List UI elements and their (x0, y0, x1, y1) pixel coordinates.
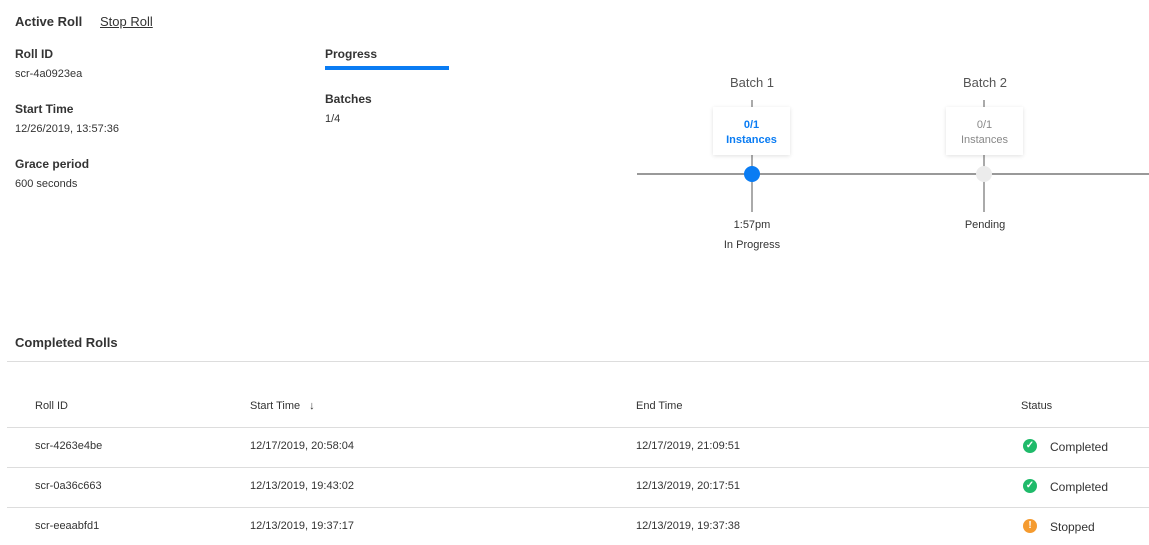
row-start-time: 12/17/2019, 20:58:04 (250, 440, 354, 452)
batch-1-unit: Instances (726, 134, 777, 146)
timeline-axis (637, 173, 1149, 175)
col-end-time: End Time (636, 400, 683, 412)
row-roll-id: scr-0a36c663 (35, 480, 102, 492)
start-time-value: 12/26/2019, 13:57:36 (15, 123, 119, 135)
batch-2-title: Batch 2 (962, 75, 1008, 90)
col-start-time[interactable]: Start Time ↓ (250, 400, 315, 412)
check-circle-icon: ✓ (1023, 439, 1037, 453)
batch-2-marker[interactable] (976, 166, 992, 182)
row-roll-id: scr-4263e4be (35, 440, 103, 452)
start-time-label: Start Time (15, 102, 74, 116)
row-divider (7, 467, 1149, 468)
batch-2-card[interactable]: 0/1 Instances (946, 107, 1023, 155)
batch-2-count: 0/1 (976, 119, 993, 131)
batch-1-time: 1:57pm (733, 219, 771, 231)
row-end-time: 12/13/2019, 19:37:38 (636, 520, 740, 532)
batch-2-stem (983, 100, 985, 212)
progress-bar-fill (325, 66, 449, 70)
row-status: Completed (1050, 480, 1109, 494)
batch-1-title: Batch 1 (729, 75, 775, 90)
batch-1-status: In Progress (723, 239, 781, 251)
batch-2-status: Pending (964, 219, 1006, 231)
batch-2-unit: Instances (960, 134, 1009, 146)
progress-bar (325, 66, 449, 70)
row-divider (7, 427, 1149, 428)
roll-id-value: scr-4a0923ea (15, 68, 83, 80)
col-start-time-label: Start Time (250, 400, 301, 412)
batch-1-marker[interactable] (744, 166, 760, 182)
row-start-time: 12/13/2019, 19:37:17 (250, 520, 354, 532)
col-roll-id: Roll ID (35, 400, 69, 412)
batches-label: Batches (325, 92, 372, 106)
row-divider (7, 507, 1149, 508)
active-roll-title: Active Roll (15, 14, 83, 29)
grace-period-value: 600 seconds (15, 178, 78, 190)
batch-1-count: 0/1 (743, 119, 760, 131)
exclamation-circle-icon: ! (1023, 519, 1037, 533)
completed-rolls-title: Completed Rolls (15, 335, 118, 350)
batches-value: 1/4 (325, 113, 341, 125)
section-divider (7, 361, 1149, 362)
row-roll-id: scr-eeaabfd1 (35, 520, 100, 532)
row-start-time: 12/13/2019, 19:43:02 (250, 480, 354, 492)
arrow-down-icon: ↓ (309, 400, 315, 412)
row-end-time: 12/13/2019, 20:17:51 (636, 480, 740, 492)
grace-period-label: Grace period (15, 157, 90, 171)
batch-1-stem (751, 100, 753, 212)
progress-label: Progress (325, 47, 378, 61)
row-status: Stopped (1050, 520, 1095, 534)
stop-roll-link[interactable]: Stop Roll (100, 14, 153, 29)
roll-id-label: Roll ID (15, 47, 53, 61)
col-status: Status (1021, 400, 1053, 412)
batch-1-card[interactable]: 0/1 Instances (713, 107, 790, 155)
check-circle-icon: ✓ (1023, 479, 1037, 493)
row-end-time: 12/17/2019, 21:09:51 (636, 440, 740, 452)
row-status: Completed (1050, 440, 1109, 454)
